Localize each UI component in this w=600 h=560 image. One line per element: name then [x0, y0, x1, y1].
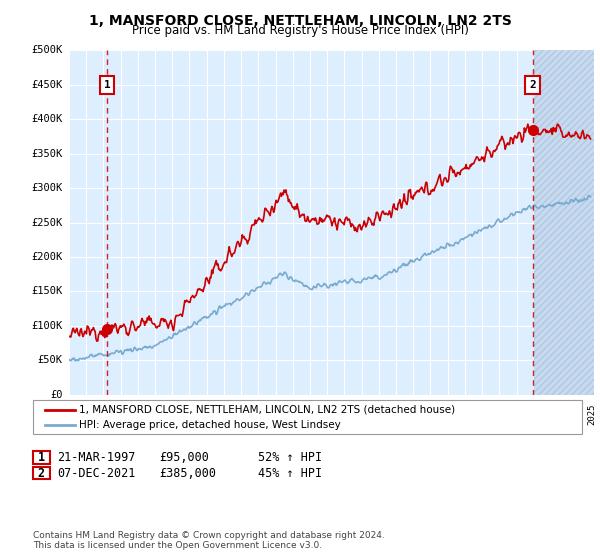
Text: 1, MANSFORD CLOSE, NETTLEHAM, LINCOLN, LN2 2TS (detached house): 1, MANSFORD CLOSE, NETTLEHAM, LINCOLN, L…	[79, 405, 455, 415]
Text: 1998: 1998	[122, 403, 131, 425]
Text: 2003: 2003	[208, 403, 217, 425]
Text: 2016: 2016	[432, 403, 441, 425]
Text: £400K: £400K	[31, 114, 63, 124]
Text: £50K: £50K	[38, 356, 63, 365]
Text: 2002: 2002	[191, 403, 200, 425]
Text: 52% ↑ HPI: 52% ↑ HPI	[258, 451, 322, 464]
Text: 2: 2	[38, 466, 45, 480]
Text: £300K: £300K	[31, 183, 63, 193]
Text: 2000: 2000	[157, 403, 166, 425]
Text: 45% ↑ HPI: 45% ↑ HPI	[258, 466, 322, 480]
Text: 1: 1	[104, 80, 110, 90]
Text: 1995: 1995	[71, 403, 80, 425]
Text: HPI: Average price, detached house, West Lindsey: HPI: Average price, detached house, West…	[79, 419, 341, 430]
Text: 2021: 2021	[518, 403, 527, 425]
Text: 2006: 2006	[260, 403, 269, 425]
Text: 2010: 2010	[329, 403, 338, 425]
Text: 2007: 2007	[277, 403, 286, 425]
Text: 2011: 2011	[346, 403, 355, 425]
Text: £350K: £350K	[31, 149, 63, 158]
Text: £500K: £500K	[31, 45, 63, 55]
Text: £0: £0	[50, 390, 63, 400]
Text: 1: 1	[38, 451, 45, 464]
Text: 1999: 1999	[140, 403, 149, 425]
Text: 2: 2	[529, 80, 536, 90]
Text: £250K: £250K	[31, 218, 63, 227]
Text: 2019: 2019	[484, 403, 493, 425]
Text: 2022: 2022	[535, 403, 544, 425]
Text: 2001: 2001	[174, 403, 183, 425]
Text: 1, MANSFORD CLOSE, NETTLEHAM, LINCOLN, LN2 2TS: 1, MANSFORD CLOSE, NETTLEHAM, LINCOLN, L…	[89, 14, 511, 28]
Text: 2013: 2013	[380, 403, 389, 425]
Bar	[534, 50, 594, 395]
Text: 2024: 2024	[570, 403, 579, 425]
Text: 2018: 2018	[467, 403, 476, 425]
Text: 21-MAR-1997: 21-MAR-1997	[57, 451, 136, 464]
Text: 07-DEC-2021: 07-DEC-2021	[57, 466, 136, 480]
Text: 2012: 2012	[364, 403, 373, 425]
Text: 2009: 2009	[312, 403, 321, 425]
Text: 2014: 2014	[398, 403, 407, 425]
Text: 1996: 1996	[88, 403, 97, 425]
Text: £200K: £200K	[31, 252, 63, 262]
Text: £450K: £450K	[31, 80, 63, 90]
Text: 2015: 2015	[415, 403, 424, 425]
Text: 2008: 2008	[295, 403, 304, 425]
Text: £100K: £100K	[31, 321, 63, 331]
Text: Contains HM Land Registry data © Crown copyright and database right 2024.
This d: Contains HM Land Registry data © Crown c…	[33, 530, 385, 550]
Text: Price paid vs. HM Land Registry's House Price Index (HPI): Price paid vs. HM Land Registry's House …	[131, 24, 469, 37]
Text: 2025: 2025	[587, 403, 596, 425]
Text: 2005: 2005	[243, 403, 252, 425]
Text: 2004: 2004	[226, 403, 235, 425]
Text: 1997: 1997	[105, 403, 114, 425]
Text: £95,000: £95,000	[159, 451, 209, 464]
Text: 2017: 2017	[449, 403, 458, 425]
Text: 2023: 2023	[553, 403, 562, 425]
Text: £150K: £150K	[31, 287, 63, 296]
Text: 2020: 2020	[501, 403, 510, 425]
Text: £385,000: £385,000	[159, 466, 216, 480]
